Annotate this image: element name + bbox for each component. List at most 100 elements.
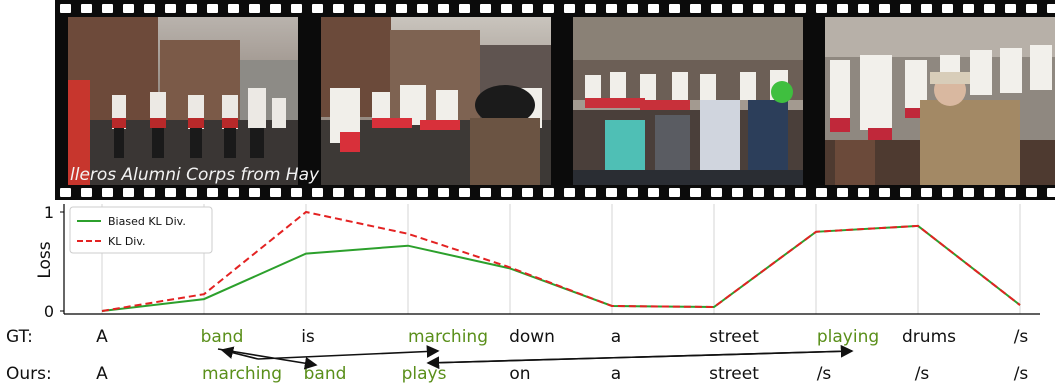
film-sprocket-hole bbox=[459, 4, 470, 13]
y-tick-label: 0 bbox=[44, 302, 54, 321]
ours-word: on bbox=[509, 364, 531, 384]
y-axis-label: Loss bbox=[35, 241, 55, 278]
film-sprocket-hole bbox=[1005, 4, 1016, 13]
film-sprocket-hole bbox=[879, 4, 890, 13]
gt-word: marching bbox=[407, 327, 489, 347]
film-sprocket-hole bbox=[165, 4, 176, 13]
film-sprocket-hole bbox=[186, 188, 197, 197]
ours-word: /s bbox=[816, 364, 832, 384]
film-sprocket-hole bbox=[480, 188, 491, 197]
ours-row-label: Ours: bbox=[6, 364, 52, 384]
film-sprocket-hole bbox=[480, 4, 491, 13]
alignment-arrow-marching bbox=[257, 345, 440, 360]
film-sprocket-hole bbox=[753, 4, 764, 13]
film-sprocket-hole bbox=[753, 188, 764, 197]
chart-series bbox=[101, 210, 1021, 312]
film-sprocket-hole bbox=[312, 4, 323, 13]
film-sprocket-hole bbox=[438, 188, 449, 197]
film-sprocket-hole bbox=[81, 188, 92, 197]
film-sprocket-hole bbox=[816, 4, 827, 13]
film-sprocket-hole bbox=[921, 4, 932, 13]
film-sprocket-hole bbox=[921, 188, 932, 197]
video-frame-2 bbox=[321, 17, 551, 185]
gt-word: playing bbox=[816, 327, 880, 347]
gt-word: a bbox=[610, 327, 622, 347]
legend-label: Biased KL Div. bbox=[108, 215, 186, 228]
film-sprocket-hole bbox=[354, 4, 365, 13]
loss-chart: 0 1 Loss Biased KL Div. KL Div. bbox=[35, 203, 1040, 321]
film-sprocket-hole bbox=[732, 4, 743, 13]
gt-word: is bbox=[301, 327, 315, 347]
film-sprocket-hole bbox=[333, 4, 344, 13]
film-sprocket-hole bbox=[648, 4, 659, 13]
film-sprocket-hole bbox=[249, 188, 260, 197]
film-sprocket-hole bbox=[774, 4, 785, 13]
gt-row-label: GT: bbox=[6, 327, 33, 347]
gt-word: drums bbox=[902, 327, 956, 347]
film-sprocket-hole bbox=[102, 4, 113, 13]
film-sprocket-hole bbox=[774, 188, 785, 197]
gt-word: A bbox=[96, 327, 108, 347]
film-sprocket-hole bbox=[942, 188, 953, 197]
film-sprocket-hole bbox=[522, 188, 533, 197]
film-sprocket-hole bbox=[711, 4, 722, 13]
word-alignment-arrows bbox=[217, 344, 854, 370]
film-sprocket-hole bbox=[228, 4, 239, 13]
film-sprocket-hole bbox=[375, 4, 386, 13]
film-sprocket-hole bbox=[186, 4, 197, 13]
film-sprocket-hole bbox=[207, 4, 218, 13]
series-line-biased-kl-div bbox=[101, 224, 1021, 312]
film-sprocket-hole bbox=[459, 188, 470, 197]
film-sprocket-hole bbox=[249, 4, 260, 13]
film-sprocket-hole bbox=[1047, 188, 1055, 197]
film-sprocket-hole bbox=[522, 4, 533, 13]
film-sprocket-hole bbox=[543, 4, 554, 13]
film-sprocket-hole bbox=[564, 4, 575, 13]
alignment-arrow-playing bbox=[427, 344, 854, 364]
film-sprocket-hole bbox=[585, 4, 596, 13]
chart-grid bbox=[101, 204, 1021, 314]
film-sprocket-hole bbox=[1047, 4, 1055, 13]
film-sprocket-hole bbox=[165, 188, 176, 197]
film-sprocket-hole bbox=[333, 188, 344, 197]
chart-axes: 0 1 Loss bbox=[35, 203, 1040, 321]
film-sprocket-hole bbox=[375, 188, 386, 197]
film-sprocket-hole bbox=[984, 4, 995, 13]
ours-word: a bbox=[610, 364, 622, 384]
film-sprocket-hole bbox=[312, 188, 323, 197]
film-sprocket-hole bbox=[417, 4, 428, 13]
film-sprocket-hole bbox=[1026, 4, 1037, 13]
film-sprocket-hole bbox=[123, 188, 134, 197]
film-sprocket-hole bbox=[501, 188, 512, 197]
series-line-kl-div bbox=[101, 210, 1021, 312]
gt-word: street bbox=[709, 327, 759, 347]
film-sprocket-hole bbox=[543, 188, 554, 197]
film-sprocket-hole bbox=[732, 188, 743, 197]
film-sprocket-hole bbox=[564, 188, 575, 197]
film-sprocket-hole bbox=[102, 188, 113, 197]
film-sprocket-hole bbox=[144, 188, 155, 197]
film-sprocket-hole bbox=[795, 4, 806, 13]
film-sprocket-hole bbox=[585, 188, 596, 197]
video-frame-1: lleros Alumni Corps from Hay bbox=[68, 17, 320, 185]
film-sprocket-hole bbox=[123, 4, 134, 13]
gt-word: down bbox=[509, 327, 555, 347]
film-sprocket-hole bbox=[795, 188, 806, 197]
film-sprocket-hole bbox=[270, 4, 281, 13]
film-sprocket-hole bbox=[228, 188, 239, 197]
chart-legend: Biased KL Div. KL Div. bbox=[69, 206, 213, 254]
film-sprocket-hole bbox=[606, 188, 617, 197]
ours-word: marching bbox=[201, 364, 283, 384]
film-sprocket-hole bbox=[396, 4, 407, 13]
film-sprocket-hole bbox=[984, 188, 995, 197]
film-sprocket-hole bbox=[858, 188, 869, 197]
film-sprocket-hole bbox=[690, 188, 701, 197]
film-sprocket-hole bbox=[1005, 188, 1016, 197]
film-sprocket-hole bbox=[60, 188, 71, 197]
ours-word: street bbox=[709, 364, 759, 384]
film-sprocket-hole bbox=[858, 4, 869, 13]
film-sprocket-hole bbox=[501, 4, 512, 13]
film-sprocket-hole bbox=[291, 188, 302, 197]
video-caption: lleros Alumni Corps from Hay bbox=[70, 165, 320, 185]
